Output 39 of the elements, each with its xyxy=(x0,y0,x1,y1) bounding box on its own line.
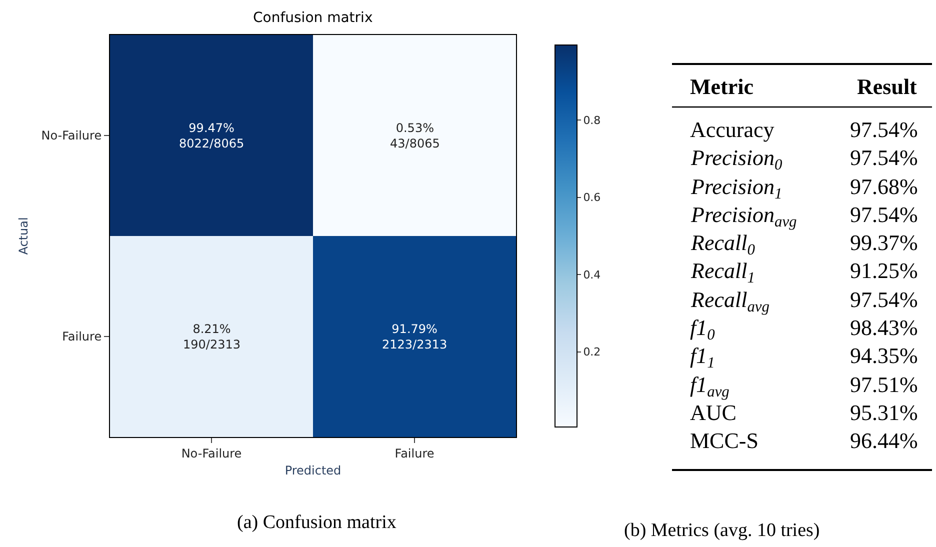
category-label: Accuracy xyxy=(690,117,774,142)
text: (b) Metrics (avg. 10 tries) xyxy=(624,520,820,541)
x-axis-title: Predicted xyxy=(284,463,342,478)
text: Metric xyxy=(690,74,754,99)
category-label: Recall$_{1}$ xyxy=(690,258,755,287)
chart-title: Confusion matrix xyxy=(253,10,373,26)
text: 97.54% xyxy=(850,145,918,170)
category-label: Recall$_{0}$ xyxy=(690,230,756,259)
category-label: Precision$_{1}$ xyxy=(690,174,782,203)
category-label: Recall$_{avg}$ xyxy=(690,287,770,316)
data-label: 8.21% 190/2313 xyxy=(183,322,240,352)
color-bar-label: 0.8 xyxy=(583,114,601,128)
data-label: 91.79% 2123/2313 xyxy=(382,322,448,352)
category-label: MCC-S xyxy=(690,428,758,453)
text: 99.37% xyxy=(850,230,918,255)
text: 96.44% xyxy=(850,428,918,453)
text: Result xyxy=(857,74,918,99)
category-label: f1$_{avg}$ xyxy=(690,372,730,401)
text: 97.54% xyxy=(850,117,918,142)
category-label: Precision$_{0}$ xyxy=(690,145,782,174)
text: 97.54% xyxy=(850,287,918,312)
data-label: 0.53% 43/8065 xyxy=(390,121,440,151)
text: 97.51% xyxy=(850,372,918,397)
text: (a) Confusion matrix xyxy=(237,512,397,533)
y-axis-title: Actual xyxy=(16,217,31,255)
color-bar-label: 0.2 xyxy=(583,346,601,359)
text: 97.54% xyxy=(850,202,918,227)
color-bar-label: 0.6 xyxy=(583,191,601,204)
category-label: Precision$_{avg}$ xyxy=(690,202,798,231)
text: 97.68% xyxy=(850,174,918,199)
category-label: f1$_{0}$ xyxy=(690,315,716,344)
data-label: 99.47% 8022/8065 xyxy=(179,121,244,151)
text: 98.43% xyxy=(850,315,918,340)
text: 95.31% xyxy=(850,400,918,425)
text: 94.35% xyxy=(850,343,918,368)
category-label: f1$_{1}$ xyxy=(690,343,715,372)
color-bar-label: 0.4 xyxy=(583,268,601,282)
text: 91.25% xyxy=(850,258,918,283)
category-label: AUC xyxy=(690,400,736,425)
